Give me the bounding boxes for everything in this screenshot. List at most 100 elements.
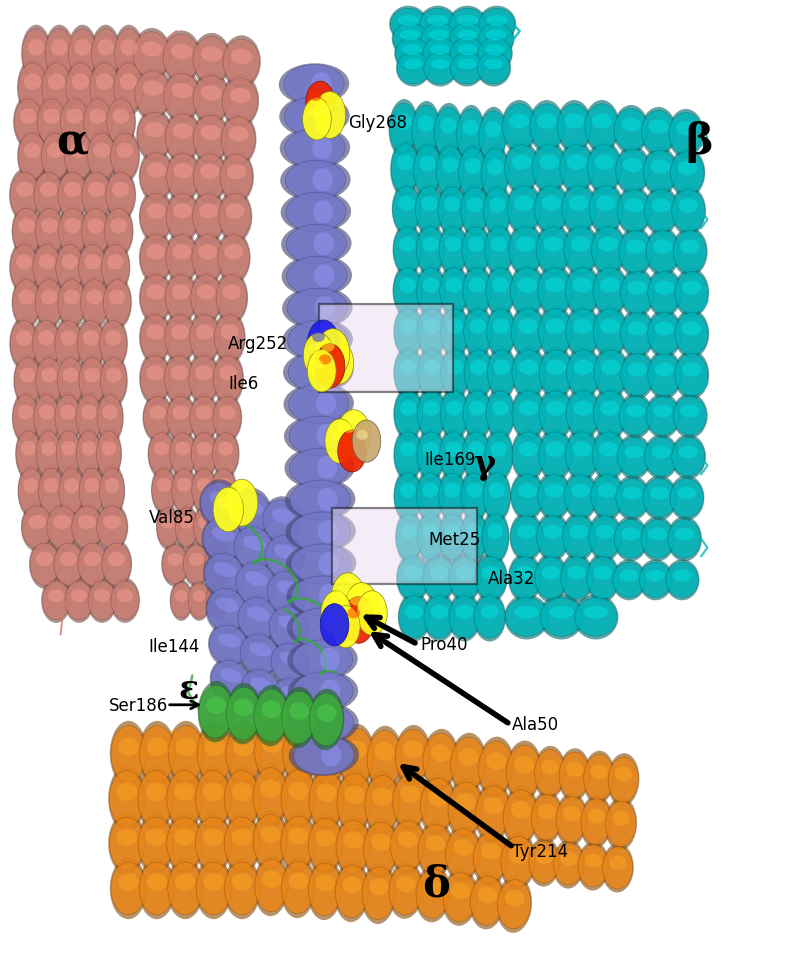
Ellipse shape (571, 485, 590, 498)
Ellipse shape (171, 45, 193, 61)
Ellipse shape (58, 465, 85, 518)
Ellipse shape (537, 516, 569, 558)
Ellipse shape (537, 265, 573, 319)
Ellipse shape (648, 529, 667, 541)
Ellipse shape (307, 351, 336, 393)
Ellipse shape (614, 476, 650, 521)
Ellipse shape (98, 40, 114, 57)
Ellipse shape (594, 155, 614, 171)
Ellipse shape (315, 328, 335, 352)
Ellipse shape (581, 799, 611, 844)
Ellipse shape (199, 686, 233, 739)
Ellipse shape (81, 280, 108, 326)
Ellipse shape (583, 606, 608, 619)
Ellipse shape (590, 224, 626, 277)
Ellipse shape (82, 96, 113, 149)
Ellipse shape (166, 150, 200, 203)
Ellipse shape (558, 105, 591, 150)
Ellipse shape (198, 245, 217, 260)
Ellipse shape (241, 500, 263, 515)
Ellipse shape (538, 804, 556, 820)
Ellipse shape (172, 469, 196, 512)
Ellipse shape (46, 503, 78, 552)
Ellipse shape (674, 310, 709, 359)
Ellipse shape (651, 446, 671, 459)
Ellipse shape (164, 74, 200, 120)
Ellipse shape (510, 516, 542, 558)
Ellipse shape (64, 478, 78, 493)
Ellipse shape (18, 465, 44, 518)
Ellipse shape (463, 306, 493, 359)
Ellipse shape (138, 771, 173, 827)
Ellipse shape (113, 60, 144, 117)
Ellipse shape (55, 321, 82, 367)
Ellipse shape (492, 402, 509, 416)
Ellipse shape (111, 581, 139, 620)
Ellipse shape (78, 241, 107, 295)
Ellipse shape (268, 604, 310, 653)
Ellipse shape (10, 318, 38, 370)
Ellipse shape (286, 575, 357, 616)
Text: Ile169: Ile169 (424, 450, 475, 468)
Ellipse shape (403, 741, 423, 758)
Ellipse shape (325, 615, 336, 623)
Ellipse shape (58, 205, 87, 259)
Ellipse shape (592, 388, 628, 441)
Ellipse shape (284, 65, 344, 105)
Ellipse shape (592, 265, 628, 319)
Ellipse shape (288, 353, 349, 392)
Ellipse shape (230, 50, 252, 64)
Ellipse shape (338, 430, 366, 473)
Ellipse shape (618, 394, 654, 439)
Ellipse shape (163, 35, 200, 81)
Ellipse shape (78, 465, 105, 518)
Ellipse shape (481, 843, 501, 860)
Ellipse shape (291, 544, 351, 583)
Ellipse shape (609, 856, 627, 870)
Ellipse shape (546, 319, 565, 334)
Ellipse shape (277, 580, 299, 596)
Ellipse shape (118, 873, 138, 891)
Ellipse shape (231, 783, 252, 801)
Ellipse shape (573, 402, 593, 416)
Ellipse shape (188, 353, 219, 405)
Ellipse shape (621, 529, 640, 541)
Ellipse shape (195, 366, 213, 381)
Ellipse shape (195, 818, 230, 870)
Ellipse shape (573, 319, 593, 334)
Ellipse shape (421, 779, 454, 830)
Ellipse shape (536, 228, 570, 274)
Ellipse shape (648, 314, 681, 356)
Ellipse shape (442, 157, 458, 174)
Ellipse shape (278, 64, 350, 106)
Ellipse shape (670, 187, 706, 236)
Ellipse shape (534, 749, 565, 795)
Ellipse shape (646, 570, 665, 581)
Ellipse shape (416, 388, 446, 441)
Ellipse shape (225, 862, 259, 914)
Ellipse shape (343, 831, 363, 849)
Ellipse shape (588, 513, 622, 562)
Ellipse shape (419, 774, 456, 835)
Ellipse shape (101, 241, 130, 295)
Ellipse shape (448, 554, 482, 603)
Ellipse shape (66, 109, 83, 125)
Ellipse shape (10, 245, 38, 291)
Ellipse shape (282, 692, 315, 744)
Ellipse shape (145, 123, 165, 138)
Ellipse shape (204, 738, 225, 756)
Ellipse shape (111, 726, 146, 782)
Ellipse shape (193, 76, 229, 122)
Ellipse shape (57, 169, 88, 223)
Ellipse shape (422, 23, 456, 56)
Ellipse shape (169, 726, 203, 782)
Ellipse shape (195, 858, 232, 919)
Ellipse shape (393, 187, 420, 233)
Ellipse shape (307, 320, 339, 367)
Ellipse shape (173, 124, 193, 140)
Ellipse shape (224, 245, 243, 260)
Ellipse shape (426, 835, 446, 852)
Ellipse shape (222, 79, 258, 125)
Ellipse shape (269, 607, 308, 650)
Ellipse shape (421, 197, 438, 212)
